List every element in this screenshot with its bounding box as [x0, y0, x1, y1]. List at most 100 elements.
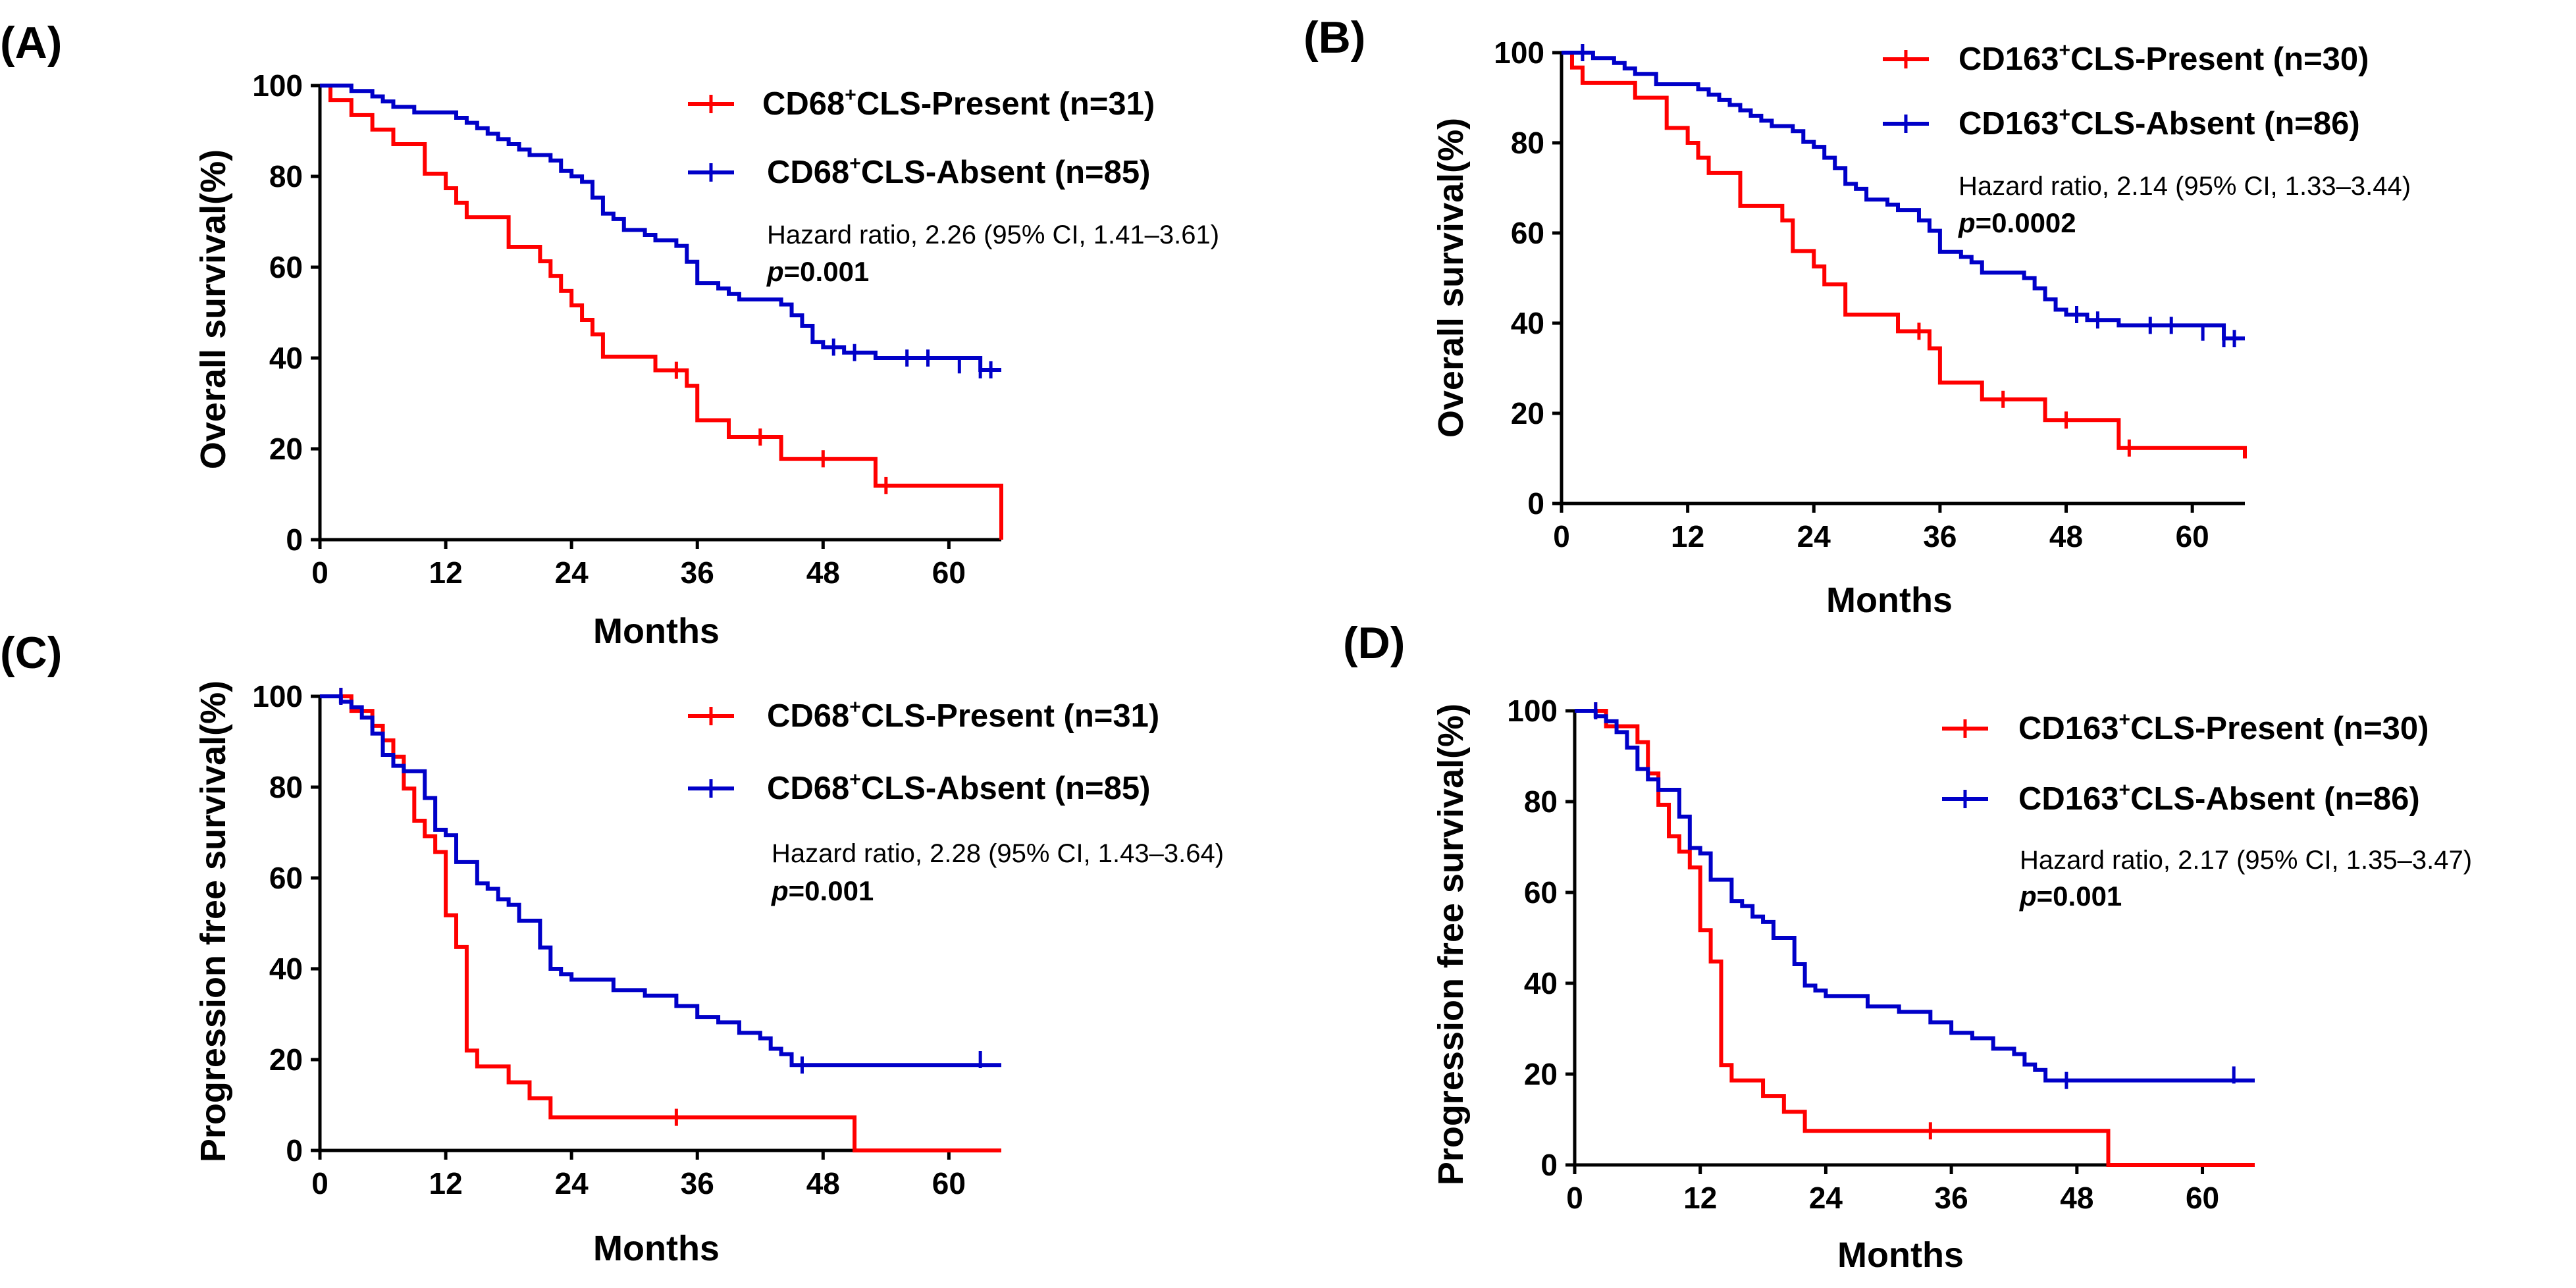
y-tick-label: 100 — [252, 679, 303, 713]
y-tick-label: 20 — [1511, 396, 1544, 430]
y-tick-label: 100 — [1507, 694, 1558, 728]
x-axis-title: Months — [593, 1229, 720, 1268]
legend-entry-absent: CD163+CLS-Absent (n=86) — [2018, 779, 2420, 817]
survival-curve-present — [320, 694, 1001, 1152]
survival-curve-absent — [320, 84, 1001, 372]
panel-label: (C) — [0, 628, 62, 678]
x-tick-label: 60 — [932, 555, 966, 590]
x-tick-label: 0 — [1566, 1181, 1583, 1215]
x-tick-label: 24 — [1797, 519, 1831, 554]
y-tick-label: 80 — [269, 770, 303, 804]
x-ticks: 0 12 24 36 48 60 — [311, 540, 966, 590]
y-tick-label: 0 — [1527, 486, 1544, 521]
x-tick-label: 24 — [555, 1166, 589, 1200]
y-ticks: 0 20 40 60 80 100 — [252, 68, 320, 557]
x-tick-label: 48 — [806, 1166, 840, 1200]
survival-curve-absent — [1575, 709, 2255, 1083]
x-axis-title: Months — [1826, 580, 1953, 620]
legend: CD163+CLS-Present (n=30) CD163+CLS-Absen… — [1942, 709, 2429, 817]
y-ticks: 0 20 40 60 80 100 — [252, 679, 320, 1168]
x-ticks: 0 12 24 36 48 60 — [1553, 503, 2209, 554]
y-ticks: 0 20 40 60 80 100 — [1507, 694, 1575, 1182]
y-tick-label: 60 — [269, 250, 303, 284]
x-tick-label: 36 — [681, 555, 714, 590]
axis-lines — [1560, 53, 2245, 505]
survival-curve-present — [1575, 709, 2255, 1167]
x-tick-label: 48 — [2049, 519, 2083, 554]
x-tick-label: 24 — [555, 555, 589, 590]
y-tick-label: 20 — [269, 432, 303, 466]
panel-label: (A) — [0, 18, 62, 68]
x-tick-label: 12 — [429, 555, 462, 590]
hazard-ratio: Hazard ratio, 2.26 (95% CI, 1.41–3.61) — [767, 220, 1219, 249]
y-tick-label: 0 — [286, 523, 303, 557]
x-tick-label: 0 — [311, 555, 329, 590]
series-group — [1575, 702, 2255, 1167]
legend-entry-absent: CD163+CLS-Absent (n=86) — [1958, 104, 2360, 142]
y-tick-label: 0 — [1540, 1148, 1558, 1182]
y-tick-label: 80 — [1511, 126, 1544, 160]
x-axis-title: Months — [593, 611, 720, 651]
p-value: p=0.001 — [771, 875, 874, 906]
p-value: p=0.001 — [2019, 881, 2122, 912]
p-value: p=0.001 — [766, 256, 869, 287]
legend: CD68+CLS-Present (n=31) CD68+CLS-Absent … — [688, 696, 1159, 806]
x-tick-label: 36 — [681, 1166, 714, 1200]
y-tick-label: 60 — [1524, 875, 1558, 910]
y-tick-label: 60 — [1511, 216, 1544, 250]
y-axis-title: Progression free survival(%) — [1431, 704, 1471, 1185]
legend-entry-present: CD163+CLS-Present (n=30) — [1958, 39, 2369, 77]
p-value: p=0.0002 — [1958, 207, 2076, 238]
y-tick-label: 40 — [269, 952, 303, 986]
panel-b: (B) Overall survival(%) Months 0 12 24 36 48… — [1303, 13, 2411, 620]
y-tick-label: 20 — [1524, 1057, 1558, 1091]
x-tick-label: 12 — [1683, 1181, 1717, 1215]
y-ticks: 0 20 40 60 80 100 — [1494, 36, 1562, 521]
y-axis-title: Overall survival(%) — [194, 149, 233, 469]
axis-lines — [318, 696, 1001, 1152]
y-axis-title: Progression free survival(%) — [194, 681, 233, 1162]
survival-curve-present — [1562, 51, 2247, 459]
y-tick-label: 100 — [1494, 36, 1544, 70]
x-tick-label: 48 — [806, 555, 840, 590]
axis-lines — [318, 86, 1001, 542]
legend-entry-absent: CD68+CLS-Absent (n=85) — [767, 153, 1151, 190]
y-tick-label: 40 — [1524, 966, 1558, 1000]
y-tick-label: 40 — [269, 341, 303, 375]
hazard-ratio: Hazard ratio, 2.17 (95% CI, 1.35–3.47) — [2020, 846, 2472, 875]
legend-entry-present: CD68+CLS-Present (n=31) — [762, 84, 1155, 122]
y-tick-label: 80 — [1524, 785, 1558, 819]
x-tick-label: 60 — [2176, 519, 2209, 554]
legend: CD163+CLS-Present (n=30) CD163+CLS-Absen… — [1883, 39, 2369, 142]
hazard-ratio: Hazard ratio, 2.28 (95% CI, 1.43–3.64) — [772, 839, 1224, 868]
panel-d: (D) Progression free survival(%) Months … — [1343, 618, 2472, 1275]
panel-label: (B) — [1303, 13, 1365, 63]
y-tick-label: 40 — [1511, 306, 1544, 340]
panel-c: (C) Progression free survival(%) Months … — [0, 628, 1224, 1268]
x-ticks: 0 12 24 36 48 60 — [1566, 1165, 2219, 1215]
x-tick-label: 36 — [1935, 1181, 1968, 1215]
x-tick-label: 12 — [1671, 519, 1704, 554]
x-tick-label: 24 — [1809, 1181, 1843, 1215]
legend: CD68+CLS-Present (n=31) CD68+CLS-Absent … — [688, 84, 1155, 190]
series-group — [320, 688, 1001, 1152]
survival-curve-present — [320, 84, 1003, 540]
y-tick-label: 80 — [269, 159, 303, 193]
panel-a: (A) Overall survival(%) Months 0 12 24 36 48… — [0, 18, 1219, 651]
survival-curve-absent — [320, 694, 1001, 1068]
x-tick-label: 12 — [429, 1166, 462, 1200]
y-tick-label: 100 — [252, 68, 303, 103]
legend-entry-absent: CD68+CLS-Absent (n=85) — [767, 769, 1151, 806]
hazard-ratio: Hazard ratio, 2.14 (95% CI, 1.33–3.44) — [1958, 172, 2411, 201]
y-tick-label: 20 — [269, 1043, 303, 1077]
survival-curve-absent — [1562, 51, 2245, 341]
legend-entry-present: CD163+CLS-Present (n=30) — [2018, 709, 2429, 746]
x-tick-label: 0 — [1553, 519, 1570, 554]
x-ticks: 0 12 24 36 48 60 — [311, 1150, 966, 1200]
legend-entry-present: CD68+CLS-Present (n=31) — [767, 696, 1159, 734]
x-axis-title: Months — [1837, 1235, 1964, 1275]
series-group — [320, 84, 1003, 540]
x-tick-label: 60 — [2186, 1181, 2219, 1215]
y-axis-title: Overall survival(%) — [1431, 118, 1471, 438]
